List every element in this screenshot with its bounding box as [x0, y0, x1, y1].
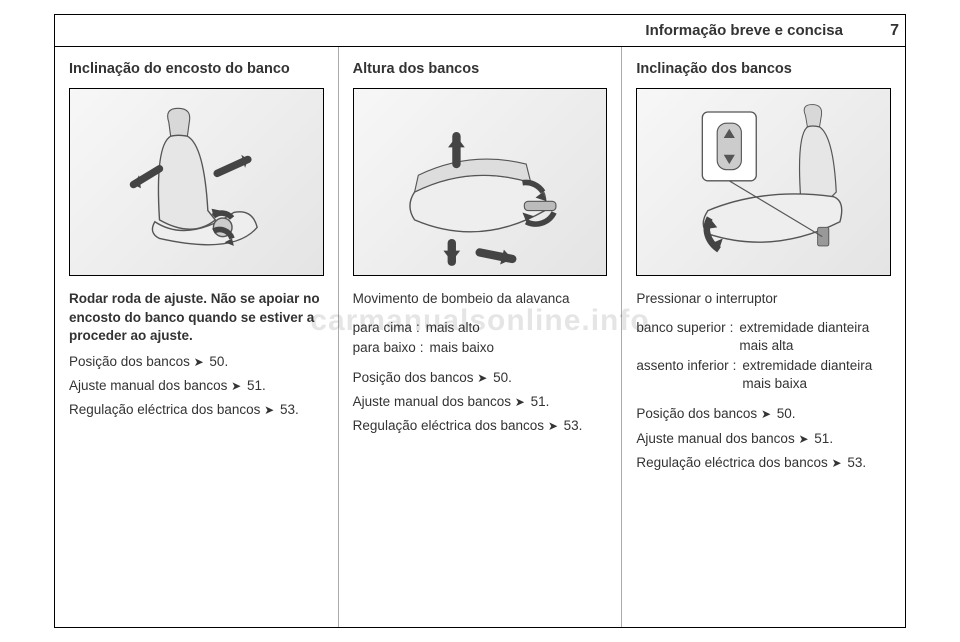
ref-arrow-icon: ➤ — [231, 378, 241, 394]
kv-key: assento inferior — [636, 357, 728, 375]
ref-arrow-icon: ➤ — [194, 354, 204, 370]
kv-val: extremidade dianteira mais alta — [739, 319, 891, 355]
col2-kv-table: para cima : mais alto para baixo : mais … — [353, 319, 608, 359]
seat-height-icon — [366, 99, 593, 266]
col3-kv-table: banco superior : extremidade dianteira m… — [636, 319, 891, 396]
col3-ref-3: Regulação eléctrica dos bancos ➤ 53. — [636, 454, 891, 472]
seat-tilt-icon — [650, 99, 877, 266]
kv-val: mais baixo — [429, 339, 607, 357]
col3-heading: Inclinação dos bancos — [636, 61, 891, 78]
col3-illustration — [636, 88, 891, 276]
kv-colon: : — [729, 357, 743, 375]
col2-illustration — [353, 88, 608, 276]
seat-backrest-icon — [83, 99, 310, 266]
ref-arrow-icon: ➤ — [798, 431, 808, 447]
ref-text: Regulação eléctrica dos bancos — [69, 402, 260, 417]
col3-ref-2: Ajuste manual dos bancos ➤ 51. — [636, 430, 891, 448]
table-row: banco superior : extremidade dianteira m… — [636, 319, 891, 355]
page-header: Informação breve e concisa 7 — [55, 15, 905, 47]
column-2: Altura dos bancos M — [338, 47, 622, 627]
ref-arrow-icon: ➤ — [761, 406, 771, 422]
col3-ref-1: Posição dos bancos ➤ 50. — [636, 405, 891, 423]
col1-ref-1: Posição dos bancos ➤ 50. — [69, 353, 324, 371]
ref-text: Posição dos bancos — [353, 370, 474, 385]
ref-page: 51 — [531, 394, 546, 409]
ref-text: Ajuste manual dos bancos — [69, 378, 227, 393]
column-1: Inclinação do encosto do banco — [55, 47, 338, 627]
page-frame: Informação breve e concisa 7 Inclinação … — [54, 14, 906, 628]
col3-lead: Pressionar o interruptor — [636, 290, 891, 308]
ref-arrow-icon: ➤ — [264, 402, 274, 418]
ref-page: 51 — [814, 431, 829, 446]
column-3: Inclinação dos bancos Pression — [621, 47, 905, 627]
section-title: Informação breve e concisa — [645, 22, 843, 39]
page-number: 7 — [867, 22, 899, 40]
ref-arrow-icon: ➤ — [831, 455, 841, 471]
ref-text: Ajuste manual dos bancos — [636, 431, 794, 446]
ref-text: Regulação eléctrica dos bancos — [353, 418, 544, 433]
content-columns: Inclinação do encosto do banco — [55, 47, 905, 627]
kv-key: banco superior — [636, 319, 725, 337]
table-row: assento inferior : extremidade dianteira… — [636, 357, 891, 393]
ref-text: Regulação eléctrica dos bancos — [636, 455, 827, 470]
col2-ref-2: Ajuste manual dos bancos ➤ 51. — [353, 393, 608, 411]
ref-arrow-icon: ➤ — [548, 418, 558, 434]
ref-page: 53 — [847, 455, 862, 470]
ref-arrow-icon: ➤ — [477, 370, 487, 386]
ref-arrow-icon: ➤ — [515, 394, 525, 410]
table-row: para cima : mais alto — [353, 319, 608, 337]
ref-text: Ajuste manual dos bancos — [353, 394, 511, 409]
ref-page: 50 — [493, 370, 508, 385]
kv-key: para baixo — [353, 339, 416, 357]
ref-page: 50 — [777, 406, 792, 421]
col1-ref-2: Ajuste manual dos bancos ➤ 51. — [69, 377, 324, 395]
kv-colon: : — [416, 339, 430, 357]
kv-colon: : — [412, 319, 426, 337]
ref-page: 51 — [247, 378, 262, 393]
col2-heading: Altura dos bancos — [353, 61, 608, 78]
col2-ref-3: Regulação eléctrica dos bancos ➤ 53. — [353, 417, 608, 435]
ref-text: Posição dos bancos — [636, 406, 757, 421]
col1-paragraph: Rodar roda de ajuste. Não se apoiar no e… — [69, 290, 324, 345]
col1-ref-3: Regulação eléctrica dos bancos ➤ 53. — [69, 401, 324, 419]
ref-text: Posição dos bancos — [69, 354, 190, 369]
col2-lead: Movimento de bombeio da alavanca — [353, 290, 608, 308]
col2-ref-1: Posição dos bancos ➤ 50. — [353, 369, 608, 387]
ref-page: 50 — [209, 354, 224, 369]
table-row: para baixo : mais baixo — [353, 339, 608, 357]
kv-val: extremidade dianteira mais baixa — [742, 357, 891, 393]
ref-page: 53 — [280, 402, 295, 417]
kv-key: para cima — [353, 319, 412, 337]
kv-colon: : — [726, 319, 740, 337]
ref-page: 53 — [564, 418, 579, 433]
col1-heading: Inclinação do encosto do banco — [69, 61, 324, 78]
col1-illustration — [69, 88, 324, 276]
kv-val: mais alto — [426, 319, 608, 337]
